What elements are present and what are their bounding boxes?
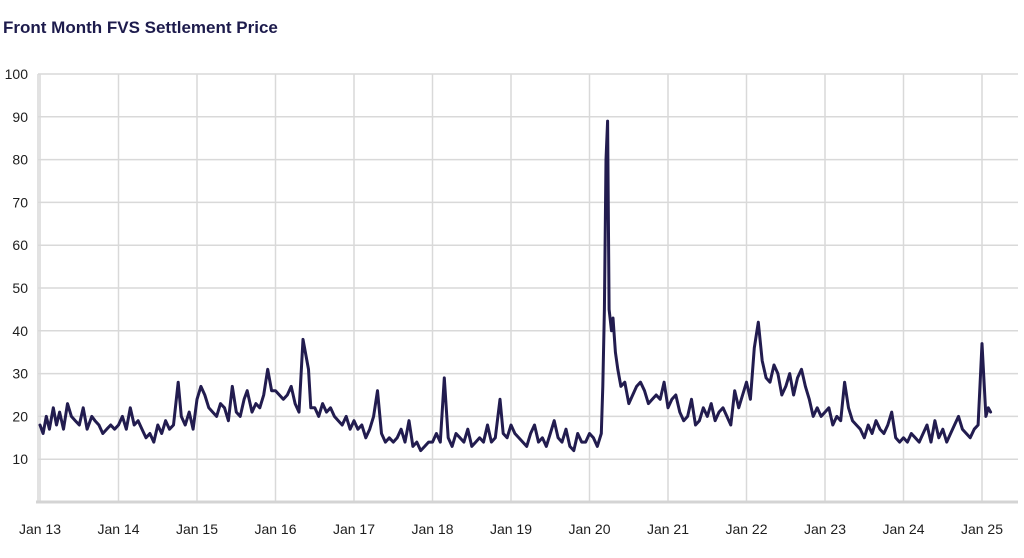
y-tick-label: 30: [12, 366, 28, 382]
y-tick-label: 50: [12, 280, 28, 296]
x-tick-label: Jan 17: [333, 521, 375, 537]
x-tick-label: Jan 23: [804, 521, 846, 537]
y-tick-label: 40: [12, 323, 28, 339]
x-tick-label: Jan 13: [19, 521, 61, 537]
x-axis-ticks: Jan 13 Jan 14 Jan 15 Jan 16 Jan 17 Jan 18 Jan …: [19, 521, 1003, 537]
x-tick-label: Jan 16: [254, 521, 296, 537]
x-tick-label: Jan 21: [647, 521, 689, 537]
y-tick-label: 90: [12, 109, 28, 125]
x-tick-label: Jan 20: [568, 521, 610, 537]
y-axis-ticks: 10 20 30 40 50 60 70 80 90 100: [5, 66, 29, 467]
series-line: [38, 119, 993, 453]
x-tick-label: Jan 22: [725, 521, 767, 537]
gridlines: [37, 73, 1018, 502]
x-tick-label: Jan 25: [961, 521, 1003, 537]
y-tick-label: 60: [12, 237, 28, 253]
y-tick-label: 70: [12, 194, 28, 210]
y-tick-label: 10: [12, 451, 28, 467]
x-tick-label: Jan 15: [176, 521, 218, 537]
x-tick-label: Jan 18: [411, 521, 453, 537]
y-tick-label: 20: [12, 408, 28, 424]
chart-title: Front Month FVS Settlement Price: [3, 18, 278, 37]
y-tick-label: 80: [12, 152, 28, 168]
y-tick-label: 100: [5, 66, 29, 82]
x-tick-label: Jan 24: [882, 521, 924, 537]
x-tick-label: Jan 19: [490, 521, 532, 537]
x-tick-label: Jan 14: [97, 521, 139, 537]
